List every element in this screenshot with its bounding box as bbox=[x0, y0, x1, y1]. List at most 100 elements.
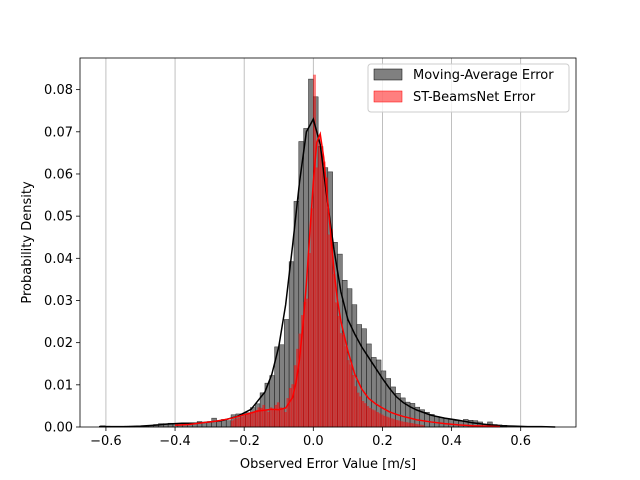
bar bbox=[264, 410, 268, 428]
bar bbox=[296, 348, 300, 428]
bar bbox=[346, 360, 350, 428]
bar bbox=[305, 298, 309, 428]
y-tick-label: 0.03 bbox=[44, 294, 73, 309]
bar bbox=[230, 420, 234, 428]
bar bbox=[325, 177, 329, 428]
bar bbox=[392, 419, 396, 428]
bar bbox=[279, 407, 283, 428]
bar bbox=[238, 417, 241, 428]
y-tick-label: 0.04 bbox=[44, 252, 73, 267]
bar bbox=[344, 346, 348, 428]
bar bbox=[242, 415, 246, 428]
bar bbox=[409, 422, 413, 428]
bar bbox=[288, 387, 292, 428]
bar bbox=[269, 407, 273, 428]
bar bbox=[375, 411, 379, 428]
bar bbox=[443, 418, 450, 428]
plot-frame bbox=[79, 57, 577, 428]
bar bbox=[388, 417, 391, 428]
bar bbox=[250, 412, 254, 428]
legend-label-moving-average: Moving-Average Error bbox=[413, 68, 554, 83]
bar bbox=[254, 409, 258, 428]
x-tick-label: −0.4 bbox=[159, 434, 191, 449]
bar bbox=[361, 401, 365, 428]
bar bbox=[371, 409, 375, 428]
bar bbox=[400, 421, 404, 428]
bar bbox=[337, 315, 341, 428]
legend-box bbox=[367, 63, 570, 113]
y-tick-label: 0.06 bbox=[44, 167, 73, 182]
bar bbox=[252, 411, 256, 428]
bar bbox=[448, 419, 454, 428]
bar bbox=[320, 153, 324, 428]
x-axis-label: Observed Error Value [m/s] bbox=[240, 457, 416, 472]
bar bbox=[359, 396, 362, 428]
kde-curve-1 bbox=[175, 131, 500, 428]
bar bbox=[334, 302, 338, 428]
bar bbox=[349, 364, 353, 428]
y-tick-label: 0.02 bbox=[44, 336, 73, 351]
bar bbox=[407, 422, 411, 428]
bar bbox=[368, 407, 372, 428]
legend-swatch-moving-average bbox=[373, 68, 403, 81]
bar bbox=[414, 423, 418, 428]
bar bbox=[233, 419, 237, 428]
bar bbox=[342, 334, 346, 428]
bar bbox=[276, 402, 280, 428]
bar bbox=[284, 411, 287, 428]
kde-curves bbox=[99, 117, 556, 428]
bar bbox=[354, 386, 358, 428]
bar bbox=[339, 333, 343, 428]
y-axis-label: Probability Density bbox=[20, 181, 35, 304]
x-axis-ticks: −0.6 −0.4 −0.2 0.0 0.2 0.4 0.6 bbox=[90, 427, 531, 449]
bar bbox=[262, 404, 266, 428]
bar bbox=[240, 416, 244, 428]
legend-swatch-st-beamsnet bbox=[373, 90, 403, 103]
bar bbox=[380, 414, 384, 428]
bar bbox=[216, 421, 222, 428]
bar bbox=[385, 416, 389, 428]
bar bbox=[351, 374, 355, 428]
bar bbox=[235, 418, 239, 428]
x-tick-label: 0.0 bbox=[303, 434, 324, 449]
bar bbox=[225, 420, 232, 428]
bar bbox=[211, 417, 217, 428]
x-tick-label: 0.6 bbox=[510, 434, 531, 449]
bar bbox=[402, 421, 406, 428]
bar bbox=[293, 365, 297, 428]
legend: Moving-Average Error ST-BeamsNet Error bbox=[367, 63, 570, 113]
bar bbox=[245, 414, 249, 428]
x-tick-label: 0.4 bbox=[441, 434, 462, 449]
bar bbox=[308, 253, 312, 428]
bar bbox=[412, 423, 416, 428]
bar bbox=[390, 418, 394, 428]
bar bbox=[395, 420, 399, 428]
bar bbox=[458, 420, 464, 428]
x-tick-label: −0.6 bbox=[90, 434, 122, 449]
y-tick-label: 0.08 bbox=[44, 83, 73, 98]
bar bbox=[332, 274, 336, 428]
bar bbox=[356, 392, 360, 428]
bar bbox=[405, 422, 408, 428]
bar bbox=[315, 167, 319, 428]
x-tick-label: 0.2 bbox=[372, 434, 393, 449]
bar bbox=[271, 409, 275, 428]
bar bbox=[383, 415, 387, 428]
y-tick-label: 0.00 bbox=[44, 421, 73, 436]
bar bbox=[322, 161, 326, 428]
bar bbox=[373, 410, 377, 428]
y-tick-label: 0.07 bbox=[44, 125, 73, 140]
bar bbox=[327, 234, 331, 428]
bar bbox=[397, 420, 401, 428]
bar bbox=[267, 411, 271, 428]
bar bbox=[378, 413, 382, 428]
bar bbox=[366, 406, 370, 428]
y-tick-label: 0.01 bbox=[44, 378, 73, 393]
x-tick-label: −0.2 bbox=[228, 434, 260, 449]
y-axis-ticks: 0.00 0.01 0.02 0.03 0.04 0.05 0.06 0.07 0.08 bbox=[44, 83, 80, 436]
bar bbox=[310, 208, 314, 428]
bar bbox=[281, 407, 285, 428]
bar bbox=[363, 403, 367, 428]
bar bbox=[247, 413, 251, 428]
